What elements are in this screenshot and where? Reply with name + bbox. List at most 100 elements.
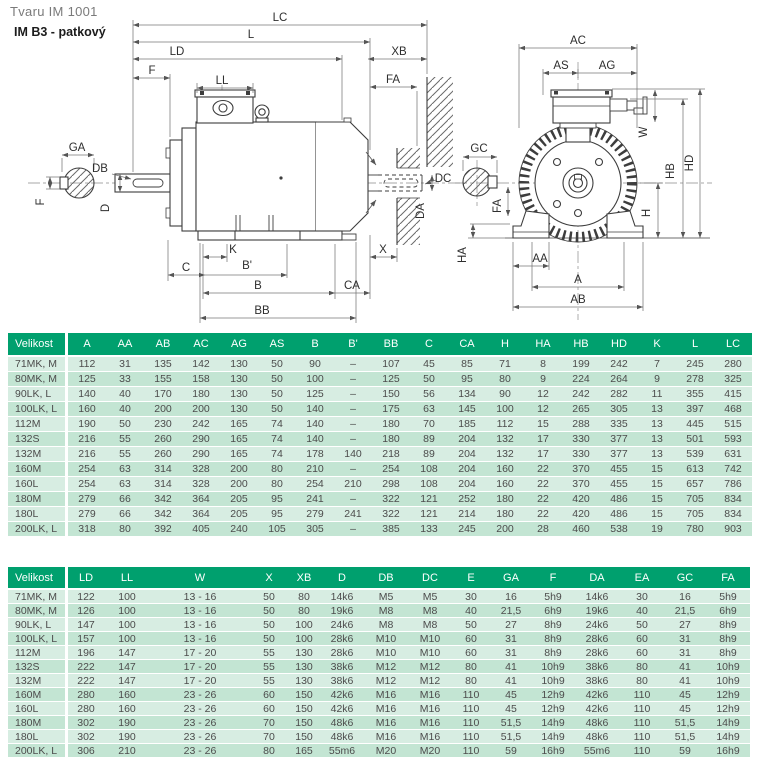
table-cell: 89 [410, 446, 448, 461]
dim-label-k: K [229, 244, 237, 256]
table-cell: 80 [258, 461, 296, 476]
table-cell: 30 [620, 588, 664, 603]
table-row: 80MK, M 126 100 13 - 16 50 80 19k6 M8 M8 40 21,5 6h… [8, 603, 750, 617]
column-header: AG [220, 333, 258, 355]
table-cell: 23 - 26 [150, 743, 250, 757]
table-cell: M12 [408, 673, 452, 687]
table-cell: 593 [714, 431, 752, 446]
size-cell: 160M [8, 687, 68, 701]
table-cell: 55 [250, 645, 288, 659]
table-cell: 22 [524, 461, 562, 476]
table-cell: 70 [250, 715, 288, 729]
table-cell: – [334, 521, 372, 536]
table-cell: 279 [296, 506, 334, 521]
table-cell: 314 [144, 461, 182, 476]
table-cell: M20 [364, 743, 408, 757]
table-cell: 105 [258, 521, 296, 536]
motor-feet [197, 215, 357, 241]
table-cell: M8 [364, 617, 408, 631]
table-cell: 100 [288, 617, 320, 631]
table-cell: 200 [182, 401, 220, 416]
table-cell: 278 [676, 371, 714, 386]
table-cell: 19 [638, 521, 676, 536]
table-cell: 196 [68, 645, 104, 659]
table-row: 180M 279 66 342 364 205 95 241–322 121 252 180 22 42… [8, 491, 752, 506]
table-cell: 95 [448, 371, 486, 386]
table-cell: – [334, 416, 372, 431]
table-cell: 50 [620, 617, 664, 631]
end-view-dimensions [462, 44, 705, 311]
table-cell: 28k6 [320, 631, 364, 645]
table-cell: 254 [296, 476, 334, 491]
dim-label-ld: LD [170, 46, 185, 58]
motor-side-view [28, 77, 462, 245]
table-cell: 10h9 [532, 673, 574, 687]
table-cell: 210 [296, 461, 334, 476]
end-face-details [552, 157, 604, 218]
size-cell: 100LK, L [8, 401, 68, 416]
size-cell: 112M [8, 645, 68, 659]
table-cell: M12 [364, 659, 408, 673]
dim-label-c: C [182, 262, 190, 274]
table-cell: 903 [714, 521, 752, 536]
rear-shaft [368, 174, 423, 192]
table-cell: 330 [562, 431, 600, 446]
table-cell: 175 [372, 401, 410, 416]
header-row: Velikost A AA AB AC AG AS B B' BB C CA H HA HB HD K L LC [8, 333, 752, 355]
table-cell: 160 [104, 687, 150, 701]
table-cell: 100 [296, 371, 334, 386]
dim-label-db: DB [92, 163, 108, 175]
table-cell: 140 [68, 386, 106, 401]
table-cell: 15 [638, 476, 676, 491]
table-cell: 160 [104, 701, 150, 715]
table-cell: 200 [220, 461, 258, 476]
table-cell: 6h9 [532, 603, 574, 617]
table-cell: – [334, 401, 372, 416]
table-cell: 100 [104, 588, 150, 603]
table-cell: 63 [410, 401, 448, 416]
table-cell: 66 [106, 506, 144, 521]
table-cell: 279 [68, 506, 106, 521]
table-cell: 322 [372, 491, 410, 506]
table-cell: 40 [452, 603, 490, 617]
dim-label-fa-side: FA [386, 74, 400, 86]
table-cell: 140 [334, 446, 372, 461]
table-cell: 355 [676, 386, 714, 401]
table-cell: 89 [410, 431, 448, 446]
table-cell: 302 [68, 729, 104, 743]
table-cell: 133 [410, 521, 448, 536]
table-cell: 60 [620, 631, 664, 645]
table-cell: 74 [258, 431, 296, 446]
table-cell: 254 [372, 461, 410, 476]
table-cell: 55m6 [574, 743, 620, 757]
size-cell: 132M [8, 446, 68, 461]
table-cell: 108 [410, 461, 448, 476]
table-cell: 377 [600, 431, 638, 446]
table-cell: 28k6 [574, 645, 620, 659]
table-cell: 31 [664, 645, 706, 659]
table-cell: 150 [288, 701, 320, 715]
table-cell: 31 [490, 645, 532, 659]
column-header: AS [258, 333, 296, 355]
table-cell: 80 [288, 588, 320, 603]
dim-label-ll: LL [216, 75, 229, 87]
table-cell: 121 [410, 506, 448, 521]
column-header: C [410, 333, 448, 355]
table-cell: 27 [664, 617, 706, 631]
size-cell: 80MK, M [8, 371, 68, 386]
table-cell: 108 [410, 476, 448, 491]
table-cell: M16 [364, 701, 408, 715]
table-cell: 10h9 [532, 659, 574, 673]
size-cell: 180M [8, 715, 68, 729]
front-flange [181, 127, 197, 232]
table-cell: M10 [364, 645, 408, 659]
table-cell: 834 [714, 491, 752, 506]
table-cell: 160 [68, 401, 106, 416]
table-cell: 100 [104, 617, 150, 631]
table-cell: 242 [182, 416, 220, 431]
size-cell: 180M [8, 491, 68, 506]
table-cell: 28k6 [574, 631, 620, 645]
table-cell: 40 [106, 401, 144, 416]
table-cell: 780 [676, 521, 714, 536]
table-cell: 112 [486, 416, 524, 431]
